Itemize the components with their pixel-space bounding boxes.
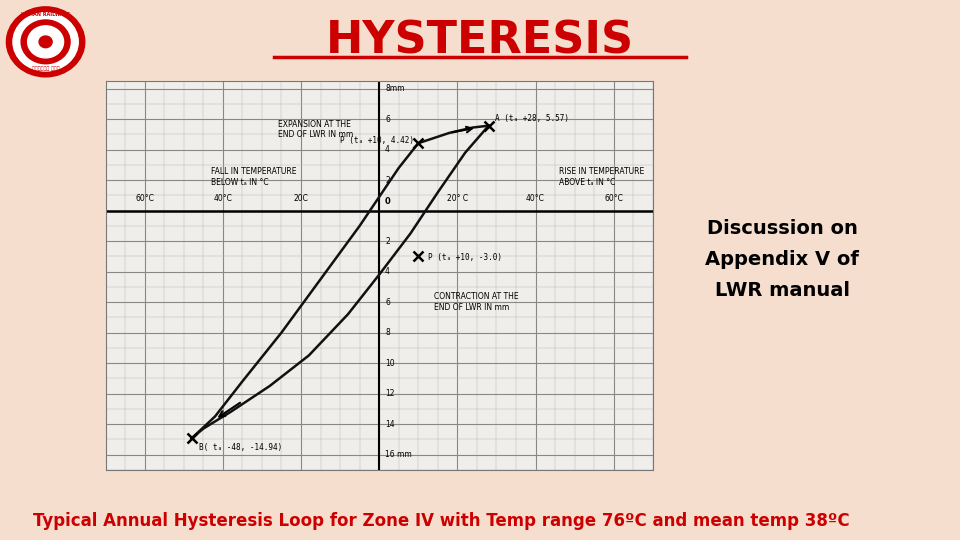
Text: FALL IN TEMPERATURE
BELOW tₐ IN °C: FALL IN TEMPERATURE BELOW tₐ IN °C <box>211 167 297 187</box>
Text: 8: 8 <box>385 328 390 337</box>
Circle shape <box>7 7 84 77</box>
Circle shape <box>12 13 79 71</box>
Text: 60°C: 60°C <box>135 194 155 203</box>
Circle shape <box>21 20 70 64</box>
Text: P (tₐ +10, 4.42): P (tₐ +10, 4.42) <box>340 137 414 145</box>
Text: CONTRACTION AT THE
END OF LWR IN mm: CONTRACTION AT THE END OF LWR IN mm <box>434 292 518 312</box>
Text: 60°C: 60°C <box>604 194 623 203</box>
Text: 8mm: 8mm <box>385 84 404 93</box>
Text: RISE IN TEMPERATURE
ABOVE tₐ IN °C: RISE IN TEMPERATURE ABOVE tₐ IN °C <box>559 167 644 187</box>
Text: 2: 2 <box>385 176 390 185</box>
Text: Typical Annual Hysteresis Loop for Zone IV with Temp range 76ºC and mean temp 38: Typical Annual Hysteresis Loop for Zone … <box>34 512 850 530</box>
Text: 14: 14 <box>385 420 395 429</box>
Text: 20C: 20C <box>294 194 308 203</box>
Text: Discussion on
Appendix V of
LWR manual: Discussion on Appendix V of LWR manual <box>706 219 859 300</box>
Text: 6: 6 <box>385 298 390 307</box>
Text: B( tₐ -48, -14.94): B( tₐ -48, -14.94) <box>200 443 282 452</box>
Text: 12: 12 <box>385 389 395 398</box>
Text: 10: 10 <box>385 359 395 368</box>
Text: 20° C: 20° C <box>446 194 468 203</box>
Text: भारतीय रेल: भारतीय रेल <box>32 65 60 71</box>
Text: EXPANSION AT THE
END OF LWR IN mm: EXPANSION AT THE END OF LWR IN mm <box>277 120 353 139</box>
Text: 4: 4 <box>385 267 390 276</box>
Text: HYSTERESIS: HYSTERESIS <box>326 19 634 62</box>
Text: 0: 0 <box>385 197 391 206</box>
Text: P (tₐ +10, -3.0): P (tₐ +10, -3.0) <box>428 253 502 262</box>
Text: 4: 4 <box>385 145 390 154</box>
Text: 6: 6 <box>385 114 390 124</box>
Circle shape <box>28 26 63 58</box>
Text: 40°C: 40°C <box>526 194 545 203</box>
Text: INDIAN RAILWAYS: INDIAN RAILWAYS <box>21 12 70 17</box>
Circle shape <box>39 36 52 48</box>
Text: 40°C: 40°C <box>213 194 232 203</box>
Text: A (tₐ +28, 5.57): A (tₐ +28, 5.57) <box>494 113 568 123</box>
Text: 2: 2 <box>385 237 390 246</box>
Text: 16 mm: 16 mm <box>385 450 412 459</box>
